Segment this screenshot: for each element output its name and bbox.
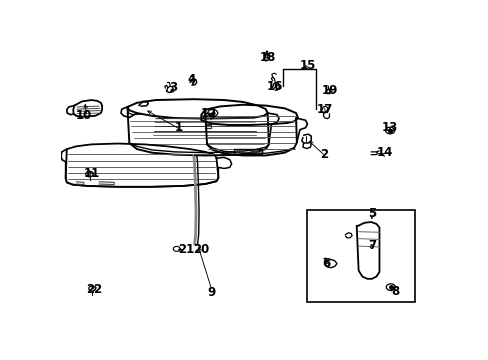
Text: 5: 5 [367,207,375,220]
Text: 1: 1 [174,121,183,134]
Text: 15: 15 [299,59,315,72]
Text: 4: 4 [187,73,196,86]
Text: 8: 8 [390,285,399,298]
Text: 17: 17 [316,103,332,116]
Text: 13: 13 [381,121,397,134]
Text: 20: 20 [193,243,209,256]
Text: 22: 22 [86,283,102,296]
Text: 2: 2 [320,148,328,161]
Text: 14: 14 [376,146,392,159]
Text: 10: 10 [76,109,92,122]
Text: 3: 3 [168,81,177,94]
Text: 11: 11 [84,167,100,180]
Text: 18: 18 [259,50,275,64]
Text: 16: 16 [266,80,283,93]
Text: 12: 12 [201,107,217,120]
Text: 7: 7 [367,239,375,252]
Bar [306,210,414,302]
Text: 19: 19 [322,84,338,97]
Text: 6: 6 [322,257,330,270]
Text: 21: 21 [178,243,194,256]
Text: 9: 9 [207,286,216,299]
